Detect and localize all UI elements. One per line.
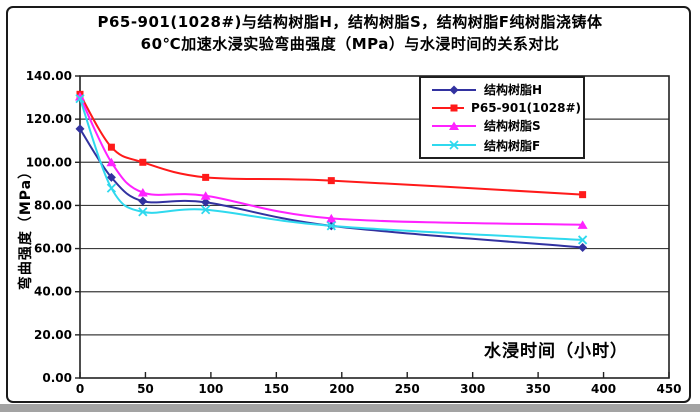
- legend-label: 结构树脂S: [484, 119, 541, 134]
- x-tick-label: 150: [264, 382, 289, 396]
- x-tick-label: 400: [591, 382, 616, 396]
- x-tick-label: 200: [329, 382, 354, 396]
- marker-x: [106, 183, 117, 193]
- legend-item-2: 结构树脂S: [431, 117, 581, 134]
- marker-triangle: [200, 191, 211, 200]
- marker-diamond: [201, 197, 211, 207]
- chart-title-line2: 60℃加速水浸实验弯曲强度（MPa）与水浸时间的关系对比: [140, 35, 560, 53]
- y-tick-label: 140.00: [26, 69, 72, 83]
- x-tick-label: 350: [526, 382, 551, 396]
- y-tick-label: 60.00: [34, 242, 72, 256]
- y-tick-label: 40.00: [34, 285, 72, 299]
- marker-diamond: [106, 172, 116, 182]
- legend-marker-icon: [432, 121, 476, 130]
- marker-diamond: [138, 196, 148, 206]
- legend-marker-triangle: [449, 121, 459, 130]
- legend-label: 结构树脂F: [484, 138, 541, 153]
- marker-x: [201, 205, 211, 215]
- marker-triangle: [326, 213, 337, 223]
- x-tick-label: 100: [198, 382, 223, 396]
- legend: 结构树脂H P65-901(1028#) 结构树脂S 结构树脂F: [419, 76, 585, 159]
- bottom-gray-strip: [0, 404, 700, 412]
- chart-title-line1: P65-901(1028#)与结构树脂H，结构树脂S，结构树脂F纯树脂浇铸体: [97, 13, 603, 31]
- plot-border: [79, 75, 670, 379]
- marker-x: [577, 235, 588, 245]
- legend-marker-square: [450, 104, 458, 112]
- legend-item-3: 结构树脂F: [431, 137, 581, 154]
- legend-marker-x: [449, 140, 459, 150]
- y-axis-title: 弯曲强度（MPa）: [18, 163, 34, 291]
- marker-square: [202, 173, 210, 181]
- legend-item-0: 结构树脂H: [431, 81, 581, 98]
- legend-marker-icon: [432, 104, 465, 112]
- marker-x: [326, 221, 336, 231]
- marker-x: [75, 94, 85, 104]
- y-tick-label: 0.00: [42, 371, 72, 385]
- marker-triangle: [577, 220, 588, 229]
- marker-square: [139, 158, 147, 166]
- legend-item-1: P65-901(1028#): [431, 101, 581, 115]
- chart-frame-border: [6, 6, 691, 403]
- y-tick-label: 100.00: [26, 155, 72, 169]
- x-tick-label: 250: [395, 382, 420, 396]
- legend-label: 结构树脂H: [484, 83, 543, 98]
- x-tick-label: 450: [656, 382, 681, 396]
- marker-square: [327, 177, 335, 185]
- marker-triangle: [75, 91, 85, 101]
- marker-square: [107, 143, 115, 151]
- legend-marker-icon: [432, 140, 476, 150]
- legend-marker-diamond: [449, 85, 459, 95]
- x-tick-label: 300: [460, 382, 485, 396]
- chart-title: P65-901(1028#)与结构树脂H，结构树脂S，结构树脂F纯树脂浇铸体 6…: [0, 11, 700, 55]
- marker-triangle: [137, 187, 148, 197]
- marker-x: [138, 207, 148, 217]
- legend-marker-icon: [432, 85, 476, 95]
- x-tick-label: 50: [137, 382, 154, 396]
- y-tick-label: 120.00: [26, 112, 72, 126]
- y-tick-label: 80.00: [34, 198, 72, 212]
- legend-label: P65-901(1028#): [471, 100, 581, 115]
- marker-diamond: [578, 242, 588, 252]
- marker-triangle: [106, 157, 117, 167]
- x-axis-title: 水浸时间（小时）: [484, 341, 628, 362]
- marker-square: [579, 191, 587, 199]
- x-tick-label: 0: [76, 382, 84, 396]
- y-tick-label: 20.00: [34, 328, 72, 342]
- marker-diamond: [75, 124, 85, 134]
